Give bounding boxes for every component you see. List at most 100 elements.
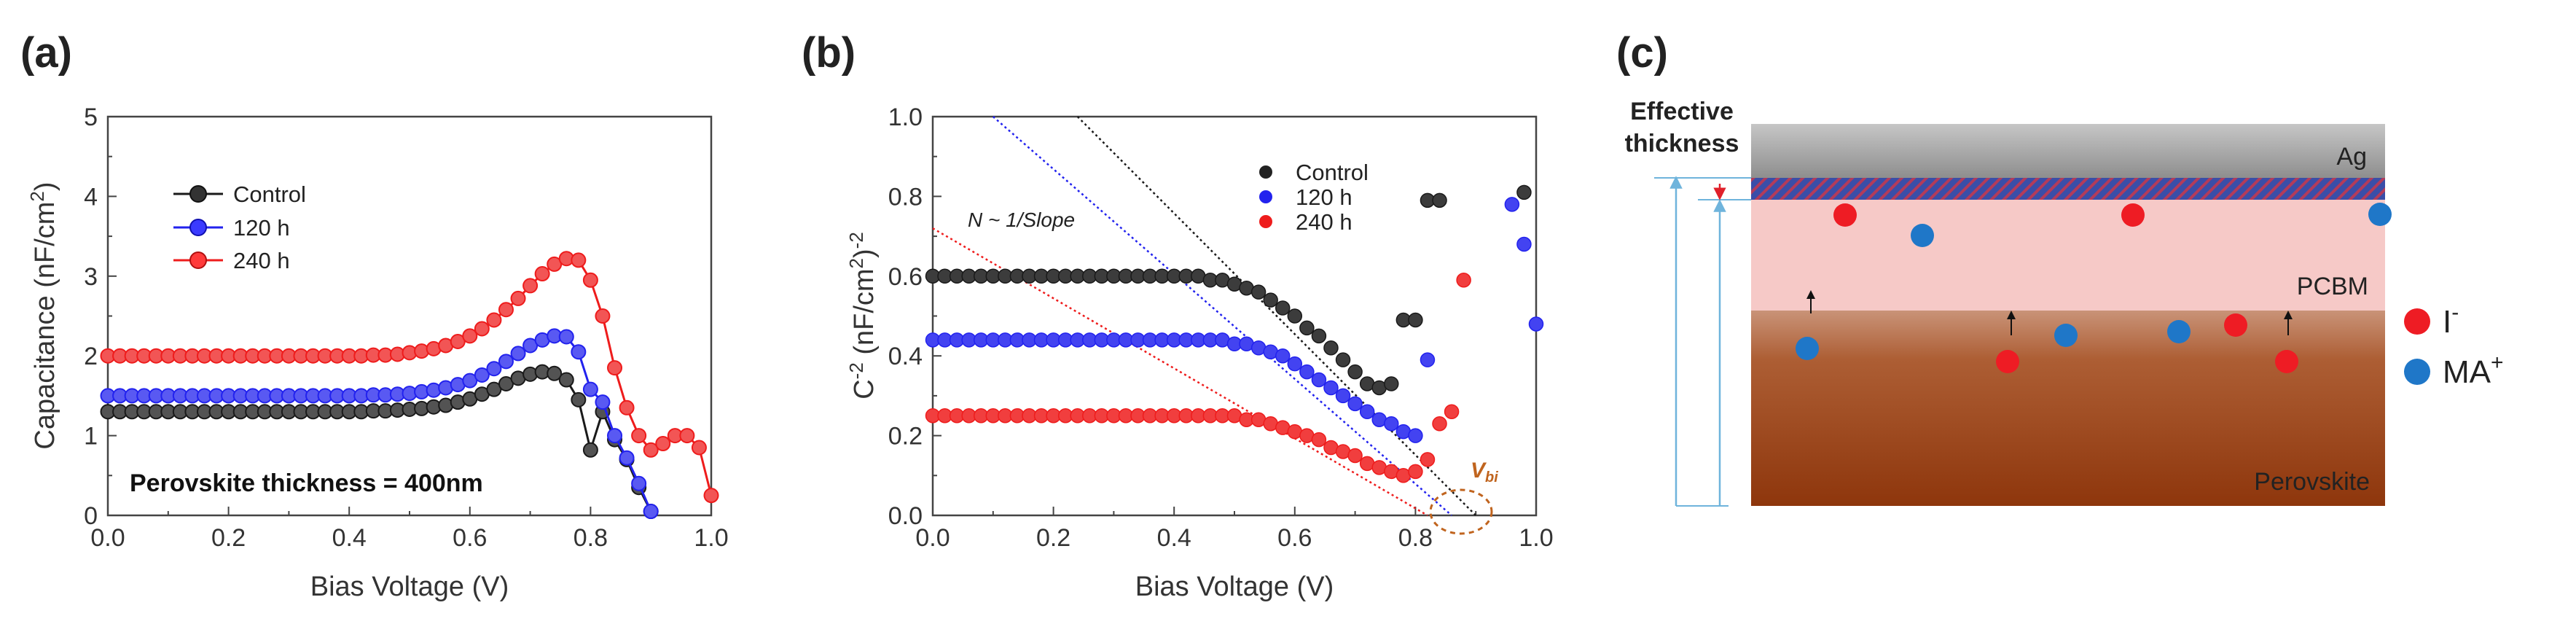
x-tick-label-a: 0.4 bbox=[332, 524, 367, 552]
x-tick-label-b: 0.4 bbox=[1157, 524, 1191, 552]
label-pcbm: PCBM bbox=[2297, 273, 2368, 300]
annotation-thickness: Perovskite thickness = 400nm bbox=[130, 469, 483, 497]
data-point-a bbox=[631, 428, 647, 444]
plot-frame-b bbox=[931, 115, 1538, 517]
label-thickness: thickness bbox=[1625, 130, 1739, 157]
data-point-b bbox=[1275, 348, 1291, 364]
legend-b-120h: 120 h bbox=[1296, 184, 1352, 210]
ion-MA bbox=[1911, 224, 1934, 247]
data-point-b bbox=[1263, 292, 1278, 308]
data-point-a bbox=[498, 354, 514, 370]
data-point-a bbox=[462, 328, 478, 344]
legend-a-120h: 120 h bbox=[233, 215, 290, 241]
legend-b-marker-240h bbox=[1259, 215, 1272, 228]
data-point-b bbox=[1384, 416, 1399, 432]
legend-a-marker-120h bbox=[189, 219, 207, 236]
fit-line-b-2 bbox=[932, 227, 1428, 517]
y-tick-label-b: 0.8 bbox=[888, 183, 923, 211]
data-point-a bbox=[679, 428, 695, 444]
label-effective: Effective bbox=[1630, 98, 1734, 125]
legend-b: Control 120 h 240 h bbox=[1259, 160, 1369, 235]
data-point-a bbox=[571, 252, 587, 268]
x-tick-label-a: 0.6 bbox=[453, 524, 487, 552]
annotation-slope: N ~ 1/Slope bbox=[968, 208, 1075, 231]
legend-c-MA: MA+ bbox=[2443, 351, 2504, 390]
data-point-a bbox=[582, 381, 598, 397]
data-point-a bbox=[631, 475, 647, 491]
data-point-b bbox=[1359, 404, 1375, 420]
data-point-b bbox=[1384, 376, 1399, 391]
data-point-b bbox=[1516, 184, 1532, 200]
y-tick-label-b: 0.0 bbox=[888, 502, 923, 530]
y-tick-label-a: 2 bbox=[84, 343, 98, 370]
label-perovskite: Perovskite bbox=[2254, 468, 2370, 496]
data-point-a bbox=[510, 290, 526, 306]
data-point-a bbox=[619, 450, 635, 466]
data-point-a bbox=[643, 442, 659, 458]
data-point-b bbox=[1287, 308, 1303, 324]
data-point-b bbox=[1456, 273, 1471, 288]
data-point-a bbox=[510, 346, 526, 362]
data-point-b bbox=[1420, 352, 1436, 367]
legend-a-marker-control bbox=[189, 185, 207, 203]
layer-pcbm bbox=[1751, 200, 2385, 311]
data-point-b bbox=[1432, 416, 1447, 432]
legend-b-marker-120h bbox=[1259, 190, 1272, 203]
data-point-b bbox=[1311, 372, 1327, 388]
ylabel-a: Capacitance (nF/cm2) bbox=[26, 182, 60, 449]
legend-c-marker-I bbox=[2404, 308, 2430, 335]
data-point-a bbox=[571, 391, 587, 407]
legend-b-marker-control bbox=[1259, 165, 1272, 179]
data-point-a bbox=[655, 436, 671, 452]
data-point-b bbox=[1335, 352, 1351, 367]
panel-label-b: (b) bbox=[802, 29, 856, 77]
y-tick-label-a: 0 bbox=[84, 502, 98, 530]
data-point-b bbox=[1347, 448, 1363, 464]
data-point-a bbox=[547, 365, 563, 381]
legend-c-marker-MA bbox=[2404, 359, 2430, 385]
legend-a: Control 120 h 240 h bbox=[173, 182, 306, 273]
data-point-b bbox=[1311, 328, 1327, 344]
legend-b-240h: 240 h bbox=[1296, 209, 1352, 235]
data-point-b bbox=[1444, 404, 1460, 420]
x-tick-label-b: 0.8 bbox=[1398, 524, 1433, 552]
data-point-b bbox=[1299, 320, 1315, 336]
data-point-b bbox=[1287, 356, 1303, 372]
xlabel-b: Bias Voltage (V) bbox=[1135, 572, 1334, 602]
data-point-a bbox=[534, 266, 550, 282]
legend-c-I: I- bbox=[2443, 300, 2459, 340]
data-point-a bbox=[558, 329, 574, 345]
legend-b-control: Control bbox=[1296, 160, 1369, 185]
legend-a-control: Control bbox=[233, 182, 306, 207]
data-point-b bbox=[1299, 364, 1315, 380]
data-point-a bbox=[571, 344, 587, 360]
legend-a-240h: 240 h bbox=[233, 248, 290, 273]
data-point-a bbox=[486, 312, 502, 328]
ion-I bbox=[2224, 313, 2247, 337]
data-point-b bbox=[1528, 316, 1544, 332]
layer-ag bbox=[1751, 124, 2385, 178]
data-point-a bbox=[474, 321, 490, 337]
data-point-a bbox=[498, 302, 514, 318]
y-tick-label-a: 5 bbox=[84, 104, 98, 131]
y-tick-label-a: 4 bbox=[84, 183, 98, 211]
legend-a-marker-240h bbox=[189, 251, 207, 269]
annotation-vbi: Vbi bbox=[1471, 459, 1498, 485]
data-point-b bbox=[1250, 284, 1267, 300]
ion-MA bbox=[1796, 337, 1819, 360]
x-tick-label-a: 0.0 bbox=[90, 524, 125, 552]
panel-label-a: (a) bbox=[20, 29, 72, 77]
data-point-b bbox=[1516, 236, 1532, 252]
ion-MA bbox=[2368, 203, 2392, 226]
data-point-a bbox=[486, 361, 502, 377]
data-point-b bbox=[1432, 192, 1447, 208]
data-point-a bbox=[595, 394, 611, 410]
data-point-b bbox=[1420, 452, 1436, 467]
x-tick-label-a: 0.8 bbox=[573, 524, 608, 552]
data-point-b bbox=[1347, 396, 1363, 412]
data-point-a bbox=[558, 372, 574, 388]
data-point-b bbox=[1347, 364, 1363, 380]
data-point-a bbox=[703, 488, 719, 504]
data-point-a bbox=[522, 278, 539, 294]
y-tick-label-a: 1 bbox=[84, 423, 98, 451]
